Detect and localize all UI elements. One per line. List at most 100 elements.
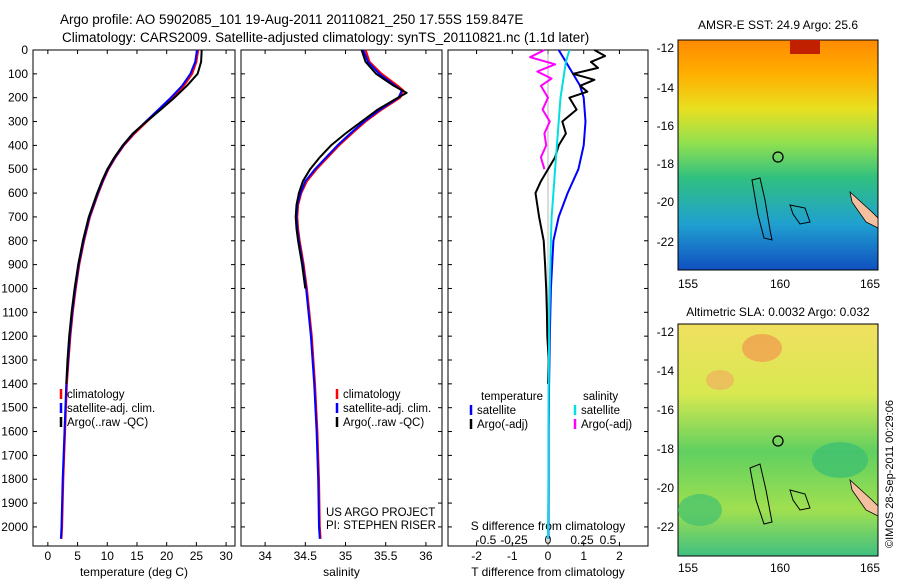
pi-annotation: PI: STEPHEN RISER: [326, 520, 436, 532]
x-tick-label: 15: [130, 549, 144, 563]
difference-x-axis-label: T difference from climatology: [471, 565, 625, 579]
series-line-salinity-satellite: [547, 49, 571, 539]
depth-tick-label: 0: [21, 43, 28, 57]
sla-low-patch: [812, 442, 868, 478]
sst-map-field: [677, 39, 879, 271]
sla-xtick: 165: [860, 561, 880, 575]
sst-argo-position: [772, 151, 784, 163]
sla-ytick: -20: [657, 481, 675, 495]
legend-label: climatology: [67, 389, 125, 401]
temperature-x-axis-label: temperature (deg C): [80, 565, 188, 579]
sst-coast: [849, 190, 879, 229]
x-tick-label: 2: [616, 549, 623, 563]
sst-map: AMSR-E SST: 24.9 Argo: 25.6 -12 -14 -16 …: [657, 18, 881, 291]
series-line-argo-raw-qc-: [294, 49, 408, 289]
x-tick-label: 35: [339, 549, 353, 563]
sst-map-title: AMSR-E SST: 24.9 Argo: 25.6: [698, 18, 858, 32]
x-tick-label: -1: [507, 549, 518, 563]
sla-high-patch: [742, 334, 782, 362]
x-tick-label: 1: [580, 549, 587, 563]
salinity-x-axis-label: salinity: [323, 565, 360, 579]
depth-tick-label: 700: [8, 210, 28, 224]
legend-label: Argo(-adj): [477, 419, 528, 431]
depth-tick-label: 1100: [2, 305, 28, 319]
sst-ytick: -14: [657, 81, 675, 95]
legend-label: climatology: [343, 389, 401, 401]
sst-ytick: -18: [657, 157, 675, 171]
x-tick-label: 10: [101, 549, 115, 563]
depth-tick-label: 1300: [1, 353, 28, 367]
legend-label: satellite: [477, 405, 516, 417]
x-tick-label: 35.5: [374, 549, 398, 563]
depth-tick-label: 1700: [1, 448, 28, 462]
depth-tick-label: 1600: [1, 425, 28, 439]
depth-tick-label: 300: [8, 115, 28, 129]
sla-high-patch: [706, 370, 734, 390]
depth-tick-label: 1800: [1, 472, 28, 486]
sst-ytick: -16: [657, 119, 675, 133]
sst-xtick: 160: [770, 277, 790, 291]
sla-ytick: -22: [657, 520, 675, 534]
sst-ytick: -12: [657, 41, 675, 55]
top-axis-tick-label: -0.25: [500, 533, 528, 547]
sst-ytick: -22: [657, 235, 675, 249]
sst-warm-patch: [790, 40, 820, 54]
depth-tick-label: 1400: [1, 377, 28, 391]
sla-reef-outline: [789, 489, 811, 511]
temperature-panel: 0100200300400500600700800900100011001200…: [1, 43, 236, 579]
depth-tick-label: 1200: [1, 329, 28, 343]
depth-tick-label: 400: [8, 138, 28, 152]
x-tick-label: 34: [258, 549, 272, 563]
x-tick-label: 25: [190, 549, 204, 563]
legend-group-title: temperature: [481, 391, 543, 403]
depth-tick-label: 1000: [1, 281, 28, 295]
legend-label: Argo(..raw -QC): [343, 417, 424, 429]
sst-reef-outline: [789, 204, 811, 225]
sst-ytick: -20: [657, 195, 675, 209]
sla-xtick: 155: [678, 561, 698, 575]
depth-tick-label: 900: [8, 258, 28, 272]
sla-ytick: -12: [657, 325, 675, 339]
top-axis-tick-label: 0.5: [600, 533, 617, 547]
legend-label: satellite-adj. clim.: [67, 403, 155, 415]
x-tick-label: 5: [74, 549, 81, 563]
sst-island-outline: [751, 177, 773, 241]
pi-annotation: US ARGO PROJECT: [326, 507, 435, 519]
depth-tick-label: 100: [8, 67, 28, 81]
top-axis-tick-label: -0.5: [476, 533, 497, 547]
depth-tick-label: 800: [8, 234, 28, 248]
sst-xtick: 155: [678, 277, 698, 291]
depth-tick-label: 200: [8, 91, 28, 105]
sla-map-title: Altimetric SLA: 0.0032 Argo: 0.032: [686, 305, 870, 319]
depth-tick-label: 2000: [1, 520, 28, 534]
sst-map-axes: -12 -14 -16 -18 -20 -22 155 160 165: [657, 41, 881, 291]
sla-low-patch: [678, 494, 722, 526]
difference-panel: -2 -1 0 1 2-0.5 -0.25 0 0.25 0.5S difference fro…: [447, 49, 649, 579]
sla-map: Altimetric SLA: 0.0032 Argo: 0.032 -12 -…: [657, 305, 881, 575]
imos-credit: ©IMOS 28-Sep-2011 00:29:06: [884, 400, 896, 548]
x-tick-label: 0: [45, 549, 52, 563]
legend-label: Argo(..raw -QC): [67, 417, 148, 429]
series-line-salinity-argo-adj-: [529, 49, 557, 170]
x-tick-label: 0: [545, 549, 552, 563]
title-line-2: Climatology: CARS2009. Satellite-adjuste…: [62, 30, 589, 45]
sla-coast: [849, 478, 879, 517]
sla-ytick: -16: [657, 403, 675, 417]
x-tick-label: 36: [419, 549, 433, 563]
depth-tick-label: 500: [8, 162, 28, 176]
depth-tick-label: 1500: [1, 401, 28, 415]
sla-ytick: -18: [657, 442, 675, 456]
sla-ytick: -14: [657, 364, 675, 378]
sla-argo-position: [772, 435, 784, 447]
legend-label: satellite: [581, 405, 620, 417]
sst-xtick: 165: [860, 277, 880, 291]
title-line-1: Argo profile: AO 5902085_101 19-Aug-2011…: [60, 12, 523, 27]
x-tick-label: 20: [160, 549, 174, 563]
depth-tick-label: 600: [8, 186, 28, 200]
series-line-satellite-adj-clim-: [295, 49, 403, 539]
sla-xtick: 160: [770, 561, 790, 575]
legend-group-title: salinity: [583, 391, 618, 403]
depth-tick-label: 1900: [1, 496, 28, 510]
salinity-panel: 34 34.5 35 35.5 36 salinity climatology satelli…: [240, 49, 443, 579]
